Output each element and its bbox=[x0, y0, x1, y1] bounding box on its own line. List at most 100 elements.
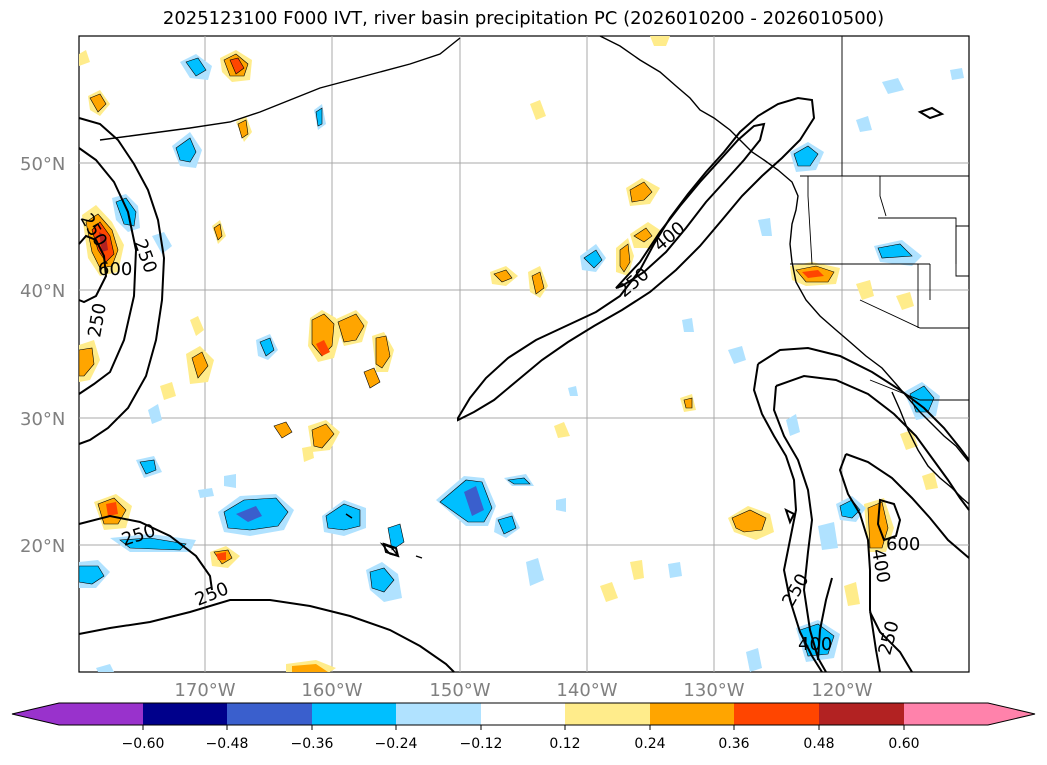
negative-anomaly-area bbox=[507, 477, 531, 485]
contour-250 bbox=[382, 542, 400, 558]
lat-label: 50°N bbox=[20, 154, 65, 175]
lon-label: 130°W bbox=[683, 680, 744, 701]
latitude-labels: 50°N 40°N 30°N 20°N bbox=[20, 154, 65, 557]
negative-anomaly-area bbox=[78, 565, 105, 585]
colorbar-segment bbox=[59, 703, 144, 725]
positive-anomaly-area bbox=[213, 223, 223, 241]
negative-anomaly-area bbox=[950, 68, 964, 80]
negative-anomaly-area bbox=[96, 664, 114, 672]
lon-label: 160°W bbox=[301, 680, 362, 701]
gridlines bbox=[79, 36, 969, 672]
negative-anomaly-area bbox=[198, 488, 214, 498]
positive-anomaly-area bbox=[530, 100, 546, 120]
negative-anomaly-area bbox=[556, 498, 566, 512]
contour-600 bbox=[876, 498, 902, 542]
colorbar-segment bbox=[819, 703, 904, 725]
positive-anomaly-area bbox=[896, 292, 914, 310]
positive-anomaly-area bbox=[554, 422, 570, 438]
positive-anomaly-area bbox=[600, 582, 618, 602]
colorbar-segment bbox=[396, 703, 481, 725]
longitude-labels: 170°W 160°W 150°W 140°W 130°W 120°W bbox=[174, 680, 872, 701]
positive-anomaly-area bbox=[375, 335, 391, 369]
negative-anomaly-area bbox=[877, 243, 913, 259]
colorbar-segment bbox=[312, 703, 397, 725]
contour-250 bbox=[78, 514, 213, 591]
positive-anomaly-area bbox=[191, 351, 209, 379]
precipitation-shading bbox=[78, 36, 964, 672]
contour-400 bbox=[78, 147, 138, 395]
lon-label: 120°W bbox=[811, 680, 872, 701]
negative-anomaly-area bbox=[369, 567, 395, 593]
positive-anomaly-area bbox=[316, 340, 330, 356]
colorbar-tick-label: 0.24 bbox=[634, 736, 665, 752]
positive-anomaly-area bbox=[900, 430, 918, 450]
colorbar-outline bbox=[11, 702, 1036, 726]
negative-anomaly-area bbox=[259, 337, 275, 357]
ivt-contours bbox=[78, 96, 970, 673]
contour-400 bbox=[615, 122, 766, 289]
positive-anomaly-area bbox=[79, 50, 90, 66]
positive-anomaly-area bbox=[78, 347, 95, 377]
negative-anomaly-area bbox=[793, 145, 819, 167]
positive-anomaly-area bbox=[160, 382, 176, 400]
positive-anomaly-area bbox=[650, 36, 670, 46]
negative-anomaly-area bbox=[497, 515, 517, 535]
negative-anomaly-area bbox=[315, 107, 323, 127]
contour-250 bbox=[78, 599, 455, 673]
colorbar-segment bbox=[481, 703, 566, 725]
negative-anomaly-area bbox=[758, 218, 772, 236]
negative-anomaly-area bbox=[818, 522, 838, 550]
positive-anomaly-area bbox=[237, 119, 249, 139]
colorbar-tick-label: 0.12 bbox=[549, 736, 580, 752]
positive-anomaly-area bbox=[619, 243, 631, 273]
west-coast bbox=[599, 35, 970, 463]
contour-600 bbox=[838, 453, 970, 673]
lon-label: 170°W bbox=[174, 680, 235, 701]
lat-label: 40°N bbox=[20, 281, 65, 302]
positive-anomaly-area bbox=[683, 397, 693, 409]
negative-anomaly-area bbox=[115, 197, 137, 227]
contour-250 bbox=[78, 117, 166, 445]
negative-anomaly-area bbox=[728, 346, 746, 364]
positive-anomaly-area bbox=[229, 57, 245, 75]
positive-anomaly-area bbox=[731, 509, 767, 533]
positive-anomaly-area bbox=[190, 316, 204, 336]
negative-anomaly-area bbox=[909, 385, 935, 413]
colorbar-segment bbox=[565, 703, 650, 725]
negative-anomaly-area bbox=[568, 386, 578, 396]
positive-anomaly-area bbox=[302, 446, 314, 462]
colorbar-segment bbox=[227, 703, 312, 725]
negative-anomaly-area bbox=[185, 57, 207, 77]
contour-400 bbox=[817, 577, 913, 673]
negative-anomaly-area bbox=[387, 523, 405, 551]
colorbar-tick-label: 0.48 bbox=[803, 736, 834, 752]
positive-anomaly-area bbox=[89, 93, 107, 113]
positive-anomaly-area bbox=[273, 421, 293, 439]
colorbar-min-extend bbox=[12, 703, 59, 725]
negative-anomaly-area bbox=[526, 558, 544, 586]
positive-anomaly-area bbox=[844, 582, 860, 606]
state-lines bbox=[859, 264, 969, 329]
state-lines bbox=[955, 225, 970, 277]
positive-anomaly-area bbox=[216, 552, 226, 560]
contour-400 bbox=[772, 374, 970, 673]
positive-anomaly-area bbox=[311, 423, 335, 449]
contour-label: 600 bbox=[886, 534, 920, 555]
positive-anomaly-area bbox=[633, 227, 653, 243]
positive-anomaly-area bbox=[337, 313, 365, 343]
colorbar: −0.60 −0.48 −0.36 −0.24 −0.12 0.12 0.24 … bbox=[11, 702, 1036, 752]
colorbar-tick-label: 0.60 bbox=[888, 736, 919, 752]
negative-anomaly-area bbox=[682, 318, 694, 332]
us-mexico-border bbox=[869, 379, 969, 401]
positive-anomaly-area bbox=[531, 271, 545, 295]
negative-anomaly-area bbox=[139, 459, 157, 475]
contour-250 bbox=[917, 106, 945, 120]
positive-anomaly-area bbox=[493, 269, 513, 283]
negative-anomaly-area bbox=[148, 404, 162, 424]
colorbar-segment bbox=[143, 703, 228, 725]
positive-anomaly-area bbox=[856, 280, 874, 300]
negative-anomaly-area bbox=[325, 503, 361, 531]
positive-anomaly-area bbox=[363, 367, 381, 389]
positive-anomaly-area bbox=[106, 502, 118, 516]
political-boundaries bbox=[790, 36, 970, 401]
